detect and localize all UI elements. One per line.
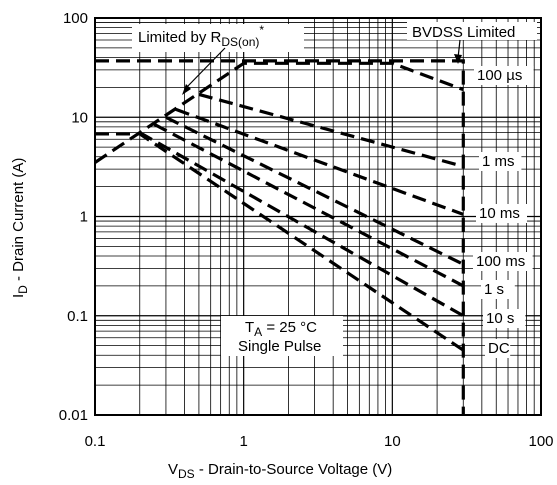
x-tick-label: 100 (528, 433, 553, 450)
series-label: 100 ms (476, 253, 525, 270)
series-label-bg (473, 252, 533, 271)
rds-label: Limited by RDS(on)* (138, 23, 264, 49)
series-label: 1 s (484, 281, 504, 298)
rds-annotation: Limited by RDS(on)* (132, 23, 304, 95)
series-label-bg (474, 66, 534, 85)
series-label: 10 ms (479, 205, 520, 222)
series-label: DC (488, 340, 510, 357)
series-label: 1 ms (482, 153, 515, 170)
y-axis-label: ID - Drain Current (A) (10, 158, 30, 298)
bvdss-label: BVDSS Limited (412, 24, 515, 41)
conditions-annotation: TA = 25 °C Single Pulse (221, 316, 343, 356)
series-label: 10 s (486, 310, 514, 327)
series-line-10-s (139, 131, 465, 318)
y-tick-labels: 100 10 1 0.1 0.01 (59, 10, 88, 424)
x-tick-label: 1 (239, 433, 247, 450)
single-pulse-label: Single Pulse (238, 338, 321, 355)
temperature-label: TA = 25 °C (245, 319, 317, 339)
series-label-bg (485, 339, 511, 358)
series-line-100-ms (165, 115, 465, 266)
y-tick-label: 100 (63, 10, 88, 27)
series-line-1-s (153, 122, 465, 288)
series-lines (94, 59, 465, 415)
x-tick-label: 0.1 (85, 433, 106, 450)
series-label-bg (483, 309, 526, 328)
series-line-10-ms (175, 107, 464, 216)
series-line-limit-envelope (95, 59, 465, 415)
y-tick-label: 1 (80, 209, 88, 226)
x-axis-label: VDS - Drain-to-Source Voltage (V) (168, 461, 392, 481)
x-tick-label: 10 (384, 433, 401, 450)
series-labels: 100 µs 1 ms 10 ms 100 ms 1 s 10 s DC (473, 66, 534, 358)
series-label-bg (481, 280, 515, 299)
y-tick-label: 0.01 (59, 407, 88, 424)
series-line-DC (95, 132, 465, 352)
series-line-1-ms (198, 92, 464, 168)
series-label-bg (479, 152, 522, 171)
series-label-bg (476, 204, 527, 223)
y-tick-label: 0.1 (67, 308, 88, 325)
bvdss-annotation: BVDSS Limited (407, 22, 537, 64)
y-tick-label: 10 (71, 109, 88, 126)
series-line-100-us (94, 61, 464, 164)
plot-frame (94, 17, 542, 416)
series-label: 100 µs (477, 67, 522, 84)
x-tick-labels: 0.1 1 10 100 (85, 433, 554, 450)
